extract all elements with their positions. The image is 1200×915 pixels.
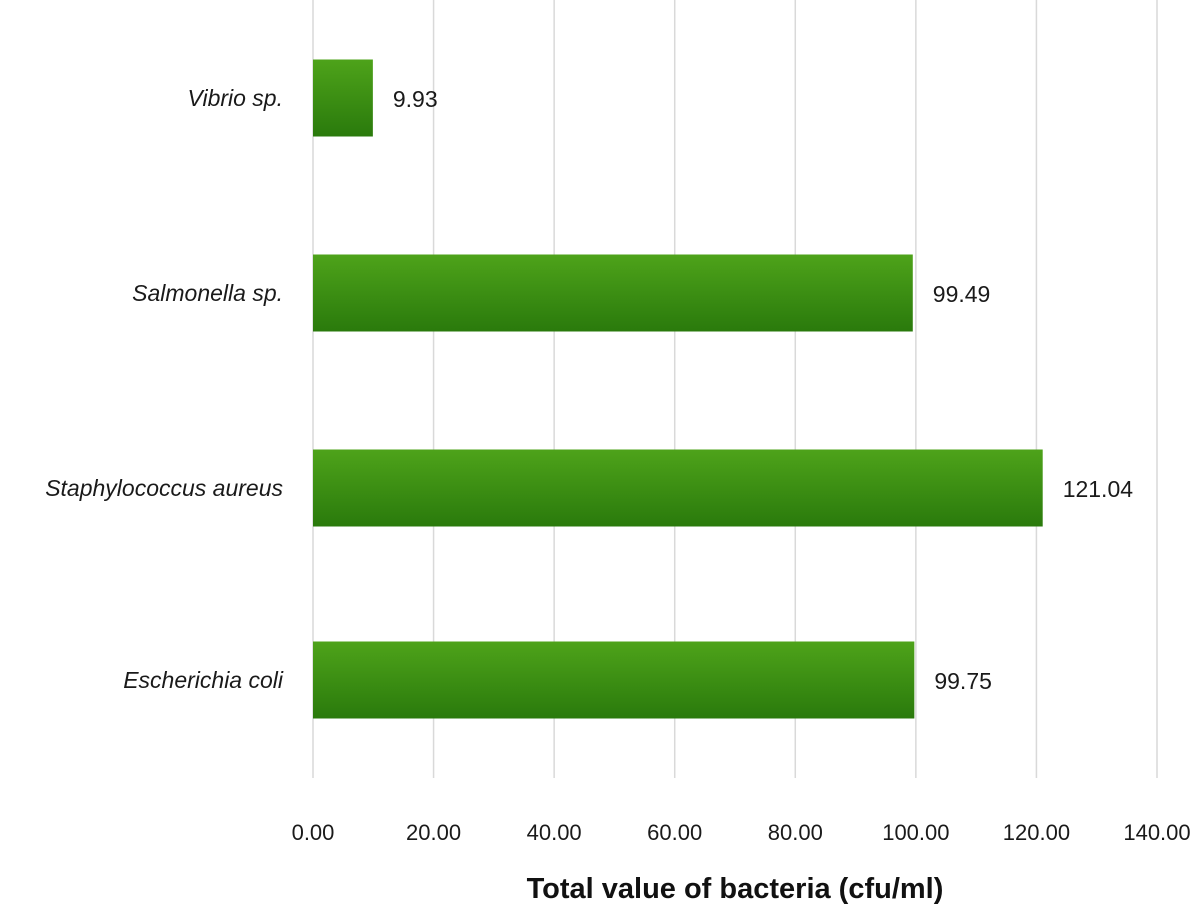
x-tick-label: 140.00 — [1123, 820, 1190, 845]
category-label: Salmonella sp. — [132, 280, 283, 306]
x-tick-label: 20.00 — [406, 820, 461, 845]
x-tick-label: 40.00 — [527, 820, 582, 845]
bar — [313, 254, 913, 332]
category-label: Staphylococcus aureus — [45, 475, 283, 501]
category-label: Escherichia coli — [123, 667, 284, 693]
data-label: 9.93 — [393, 86, 438, 112]
bar — [313, 641, 915, 719]
x-tick-label: 100.00 — [882, 820, 949, 845]
x-tick-label: 0.00 — [292, 820, 335, 845]
bars — [313, 59, 1043, 719]
x-axis-title: Total value of bacteria (cfu/ml) — [527, 873, 944, 905]
data-label: 121.04 — [1063, 476, 1134, 502]
gridlines — [312, 0, 1158, 778]
bar — [313, 449, 1043, 527]
data-label: 99.75 — [934, 668, 992, 694]
x-tick-label: 60.00 — [647, 820, 702, 845]
category-label: Vibrio sp. — [188, 85, 283, 111]
labels: 0.00 20.00 40.00 60.00 80.00 100.00 120.00 140.… — [45, 85, 1190, 845]
x-tick-label: 80.00 — [768, 820, 823, 845]
bar — [313, 59, 373, 137]
data-label: 99.49 — [933, 281, 991, 307]
x-tick-label: 120.00 — [1003, 820, 1070, 845]
